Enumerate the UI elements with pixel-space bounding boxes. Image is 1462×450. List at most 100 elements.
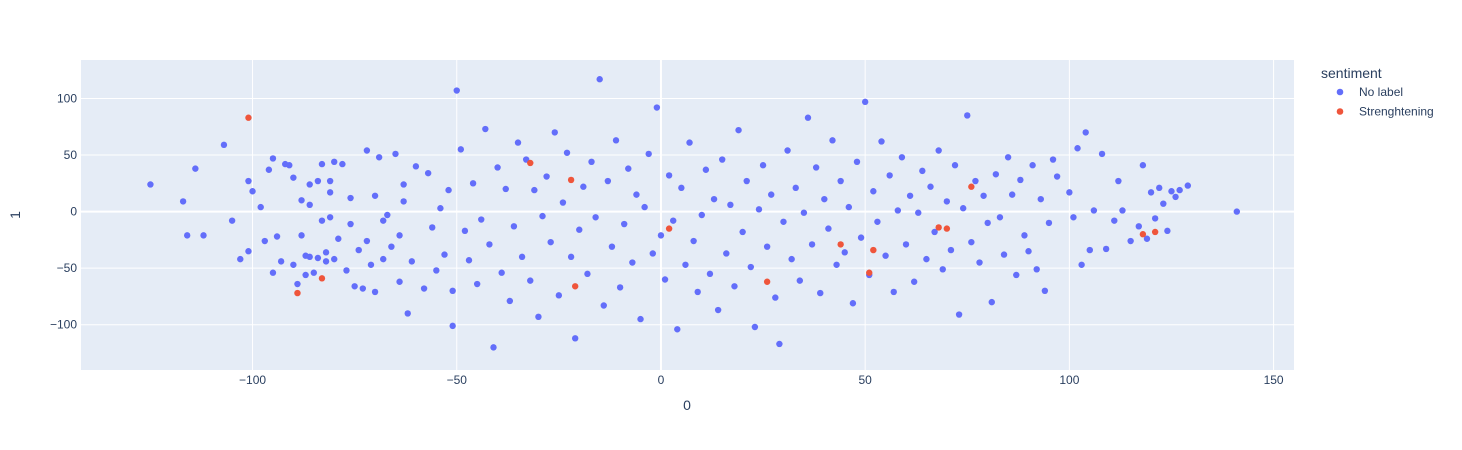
- data-point[interactable]: [1176, 186, 1183, 194]
- data-point[interactable]: [857, 234, 865, 241]
- data-point[interactable]: [547, 238, 554, 246]
- data-point[interactable]: [735, 126, 742, 134]
- data-point[interactable]: [935, 147, 942, 154]
- data-point[interactable]: [714, 306, 722, 314]
- data-point[interactable]: [625, 165, 632, 172]
- data-point[interactable]: [682, 261, 689, 268]
- data-point[interactable]: [318, 160, 326, 168]
- data-point[interactable]: [964, 112, 971, 119]
- data-point[interactable]: [326, 189, 334, 196]
- data-point[interactable]: [1115, 177, 1122, 185]
- data-point[interactable]: [641, 203, 648, 211]
- data-point[interactable]: [396, 232, 403, 239]
- data-point[interactable]: [400, 198, 407, 205]
- data-point[interactable]: [347, 220, 354, 228]
- data-point[interactable]: [535, 313, 542, 321]
- data-point[interactable]: [906, 192, 914, 199]
- data-point[interactable]: [1184, 182, 1192, 189]
- data-point[interactable]: [694, 288, 701, 296]
- data-point[interactable]: [649, 250, 656, 257]
- data-point[interactable]: [380, 255, 387, 263]
- data-point[interactable]: [514, 139, 522, 146]
- data-point[interactable]: [763, 243, 771, 250]
- data-point[interactable]: [1082, 129, 1089, 136]
- data-point[interactable]: [968, 238, 975, 246]
- data-point[interactable]: [772, 294, 779, 301]
- data-point[interactable]: [1168, 188, 1175, 195]
- data-point[interactable]: [861, 98, 869, 106]
- data-point[interactable]: [829, 137, 836, 144]
- data-point[interactable]: [800, 209, 808, 216]
- data-point[interactable]: [951, 162, 959, 169]
- data-point[interactable]: [506, 297, 514, 305]
- data-point[interactable]: [808, 241, 816, 248]
- data-point[interactable]: [1025, 248, 1032, 255]
- data-point[interactable]: [1078, 261, 1085, 268]
- data-point[interactable]: [318, 217, 326, 224]
- data-point[interactable]: [192, 165, 199, 172]
- data-point[interactable]: [698, 211, 705, 219]
- data-point[interactable]: [1143, 235, 1151, 242]
- data-point[interactable]: [220, 141, 228, 149]
- data-point[interactable]: [759, 162, 767, 169]
- data-point[interactable]: [404, 310, 411, 317]
- data-point[interactable]: [902, 241, 910, 248]
- data-point[interactable]: [245, 114, 252, 121]
- data-point[interactable]: [1013, 271, 1020, 279]
- data-point[interactable]: [461, 227, 469, 235]
- legend-item-strenghtening[interactable]: Strenghtening: [1336, 105, 1434, 119]
- data-point[interactable]: [817, 289, 824, 297]
- data-point[interactable]: [580, 183, 587, 190]
- data-point[interactable]: [894, 207, 902, 214]
- data-point[interactable]: [1066, 189, 1073, 196]
- data-point[interactable]: [445, 186, 452, 194]
- data-point[interactable]: [845, 203, 853, 211]
- data-point[interactable]: [608, 243, 616, 250]
- data-point[interactable]: [923, 255, 930, 263]
- data-point[interactable]: [980, 192, 987, 199]
- data-point[interactable]: [910, 278, 918, 285]
- data-point[interactable]: [567, 253, 575, 261]
- data-point[interactable]: [420, 285, 428, 292]
- data-point[interactable]: [620, 220, 628, 228]
- data-point[interactable]: [710, 195, 718, 203]
- data-point[interactable]: [755, 206, 763, 213]
- data-point[interactable]: [453, 87, 460, 94]
- data-point[interactable]: [539, 212, 546, 220]
- data-point[interactable]: [992, 171, 1000, 178]
- data-point[interactable]: [988, 298, 995, 306]
- data-point[interactable]: [955, 311, 963, 318]
- data-point[interactable]: [731, 283, 738, 290]
- data-point[interactable]: [886, 172, 893, 179]
- data-point[interactable]: [433, 267, 440, 274]
- data-point[interactable]: [306, 253, 313, 261]
- data-point[interactable]: [257, 203, 264, 211]
- data-point[interactable]: [1037, 195, 1044, 203]
- data-point[interactable]: [571, 283, 579, 290]
- data-point[interactable]: [1090, 207, 1098, 214]
- data-point[interactable]: [384, 211, 391, 219]
- data-point[interactable]: [1135, 223, 1143, 230]
- data-point[interactable]: [559, 199, 567, 206]
- data-point[interactable]: [592, 214, 599, 221]
- data-point[interactable]: [833, 261, 840, 268]
- data-point[interactable]: [1029, 162, 1036, 169]
- data-point[interactable]: [380, 217, 387, 224]
- data-point[interactable]: [1127, 237, 1134, 245]
- data-point[interactable]: [1000, 251, 1008, 258]
- data-point[interactable]: [363, 237, 371, 245]
- data-point[interactable]: [968, 183, 975, 190]
- data-point[interactable]: [331, 255, 338, 263]
- data-point[interactable]: [286, 162, 293, 169]
- data-point[interactable]: [596, 76, 603, 83]
- data-point[interactable]: [947, 246, 955, 254]
- data-point[interactable]: [249, 188, 256, 195]
- data-point[interactable]: [400, 181, 407, 188]
- data-point[interactable]: [796, 277, 804, 284]
- data-point[interactable]: [245, 177, 252, 185]
- data-point[interactable]: [878, 138, 885, 145]
- data-point[interactable]: [751, 323, 759, 331]
- data-point[interactable]: [870, 188, 877, 195]
- data-point[interactable]: [457, 146, 465, 153]
- data-point[interactable]: [1147, 189, 1155, 196]
